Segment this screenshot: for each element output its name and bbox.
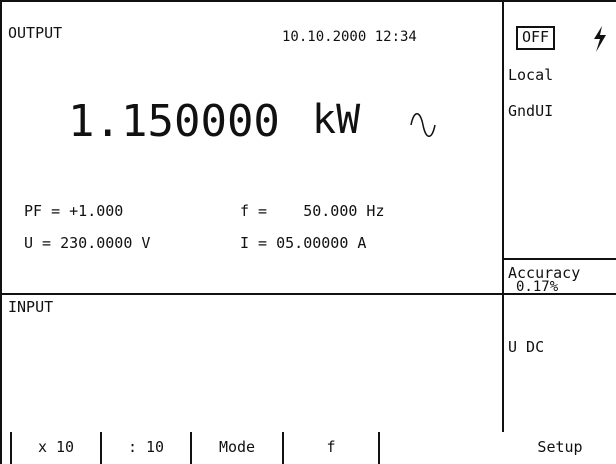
ground-mode: GndUI xyxy=(508,102,554,120)
output-state: OFF xyxy=(516,26,556,50)
border-top xyxy=(0,0,616,2)
power-unit: kW xyxy=(312,97,361,143)
control-mode: Local xyxy=(508,66,554,84)
softkey[interactable]: x 10 xyxy=(37,438,75,456)
input-type: U DC xyxy=(508,338,545,356)
lightning-icon xyxy=(594,26,606,52)
softkey-sep xyxy=(190,432,192,464)
softkey[interactable]: : 10 xyxy=(127,438,165,456)
softkey[interactable]: Mode xyxy=(218,438,256,456)
softkey-sep xyxy=(100,432,102,464)
output-title: OUTPUT xyxy=(8,24,63,42)
softkey[interactable]: f xyxy=(326,438,336,456)
divider-output-input xyxy=(0,293,616,295)
power-value: 1.150000 xyxy=(68,96,280,147)
ac-symbol xyxy=(410,113,436,137)
divider-vertical xyxy=(502,0,504,432)
divider-accuracy xyxy=(502,258,616,260)
frequency: f = 50.000 Hz xyxy=(240,202,385,220)
accuracy-value: 0.17% xyxy=(516,279,559,295)
border-left xyxy=(0,0,2,464)
input-title: INPUT xyxy=(8,298,54,316)
accuracy-label: Accuracy xyxy=(508,264,581,282)
power-factor: PF = +1.000 xyxy=(24,202,124,220)
datetime: 10.10.2000 12:34 xyxy=(282,29,417,45)
current: I = 05.00000 A xyxy=(240,234,367,252)
softkey-sep xyxy=(378,432,380,464)
softkey[interactable]: Setup xyxy=(537,438,583,456)
softkey-sep xyxy=(282,432,284,464)
voltage: U = 230.0000 V xyxy=(24,234,151,252)
softkey-sep xyxy=(10,432,12,464)
